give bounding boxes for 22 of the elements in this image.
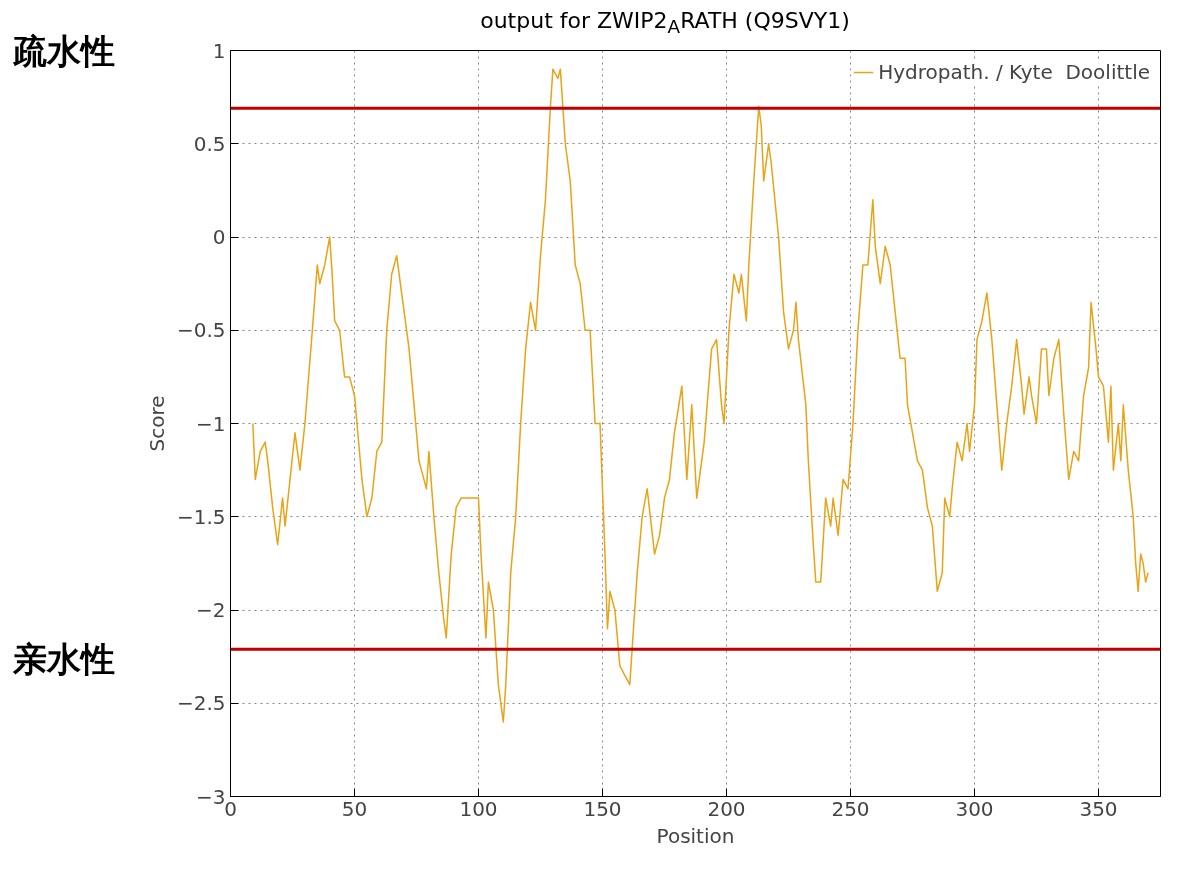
x-tick-label: 350	[1079, 796, 1118, 821]
text: 疏水性	[13, 31, 115, 72]
x-tick-label: 250	[831, 796, 870, 821]
x-tick-label: 300	[955, 796, 994, 821]
x-tick-label: 150	[583, 796, 622, 821]
y-tick-label: 0.5	[193, 131, 226, 156]
chart-title: output for ZWIP2$_{A}$RATH (Q9SVY1)	[480, 7, 850, 40]
x-axis-title: Position	[656, 823, 735, 848]
y-tick-label: −3	[196, 784, 226, 809]
y-tick-label: −2	[196, 598, 226, 622]
y-axis-title: Score	[144, 395, 169, 452]
x-tick-label: 200	[707, 796, 746, 821]
y-tick-label: 1	[212, 38, 226, 63]
y-tick-label: 0	[212, 225, 226, 249]
y-tick-label: −1.5	[176, 504, 226, 529]
text: 亲水性	[13, 639, 115, 680]
y-tick-label: −1	[196, 411, 226, 436]
x-tick-label: 50	[341, 796, 368, 821]
legend-label: Hydropath. / Kyte Doolittle	[878, 60, 1150, 84]
y-tick-label: −0.5	[176, 318, 226, 343]
x-tick-label: 100	[459, 796, 498, 821]
y-tick-label: −2.5	[176, 691, 226, 716]
